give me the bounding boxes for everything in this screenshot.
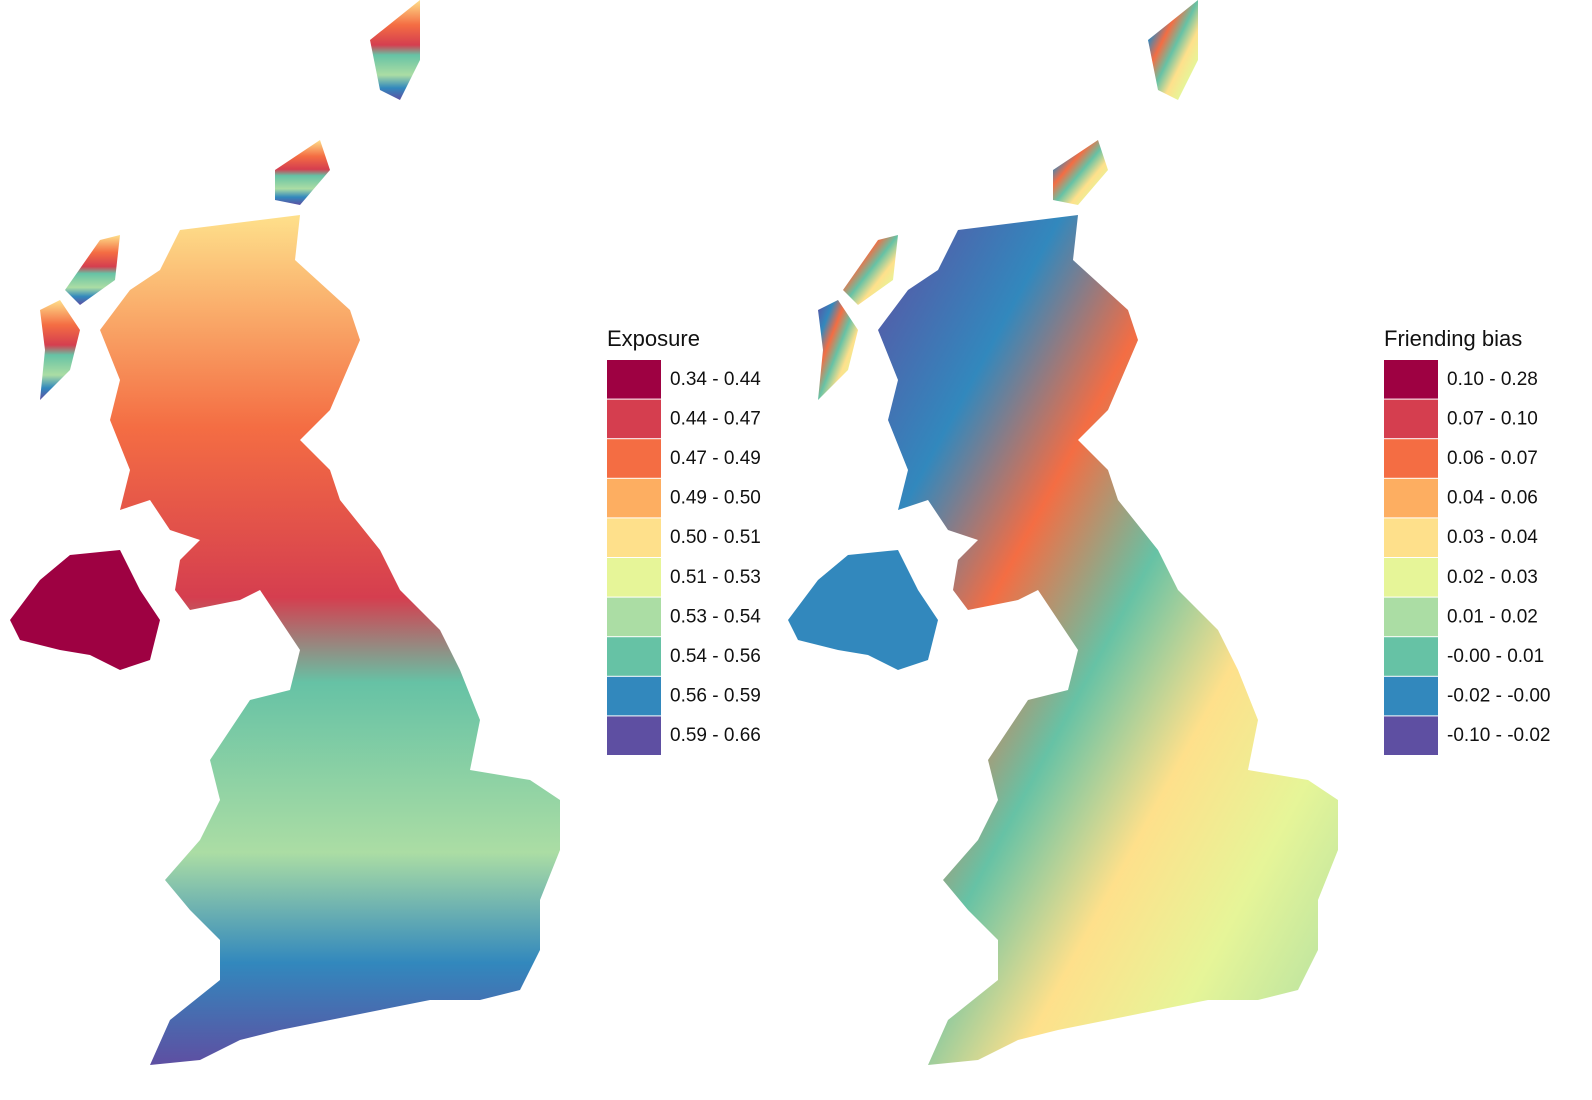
legend-label: 0.10 - 0.28 xyxy=(1447,369,1538,390)
legend-label: 0.50 - 0.51 xyxy=(670,527,761,548)
legend-swatch xyxy=(607,597,661,637)
legend-label: 0.03 - 0.04 xyxy=(1447,527,1538,548)
legend-swatch xyxy=(607,399,661,439)
legend-swatch xyxy=(1384,360,1438,399)
legend-label: -0.10 - -0.02 xyxy=(1447,725,1551,746)
legend-label: 0.56 - 0.59 xyxy=(670,686,761,707)
legend-swatch xyxy=(1384,518,1438,557)
legend-swatch xyxy=(607,637,661,676)
legends: Exposure 0.34 - 0.44 0.44 - 0.47 0.47 - 0.4… xyxy=(607,326,1551,755)
great-britain xyxy=(40,0,560,1065)
legend-label: 0.44 - 0.47 xyxy=(670,408,761,429)
legend-label: -0.00 - 0.01 xyxy=(1447,646,1544,667)
legend-label: 0.01 - 0.02 xyxy=(1447,606,1538,627)
legend-swatch xyxy=(607,558,661,597)
legend-label: 0.47 - 0.49 xyxy=(670,448,761,469)
legend-label: 0.54 - 0.56 xyxy=(670,646,761,667)
legend-label: -0.02 - -0.00 xyxy=(1447,686,1551,707)
legend-swatch xyxy=(607,676,661,716)
legend-swatch xyxy=(1384,478,1438,518)
legend-label: 0.07 - 0.10 xyxy=(1447,408,1538,429)
great-britain xyxy=(818,0,1338,1065)
legend-swatch xyxy=(607,478,661,518)
legend-swatch xyxy=(1384,399,1438,439)
legend-swatch xyxy=(607,439,661,478)
legend-label: 0.02 - 0.03 xyxy=(1447,567,1538,588)
legend-label: 0.51 - 0.53 xyxy=(670,567,761,588)
legend-title: Friending bias xyxy=(1384,326,1522,351)
legend-label: 0.06 - 0.07 xyxy=(1447,448,1538,469)
legend-swatch xyxy=(1384,716,1438,755)
legend-swatch xyxy=(607,518,661,557)
legend-label: 0.04 - 0.06 xyxy=(1447,488,1538,509)
legend-swatch xyxy=(1384,558,1438,597)
legend-swatch xyxy=(1384,676,1438,716)
legend-label: 0.49 - 0.50 xyxy=(670,488,761,509)
legend-swatch xyxy=(607,360,661,399)
northern-ireland xyxy=(10,550,160,670)
legend-swatch xyxy=(1384,597,1438,637)
legend-swatch xyxy=(607,716,661,755)
map-exposure xyxy=(10,0,560,1065)
legend-label: 0.34 - 0.44 xyxy=(670,369,761,390)
northern-ireland xyxy=(788,550,938,670)
legend-swatch xyxy=(1384,637,1438,676)
map-friending-bias xyxy=(788,0,1338,1065)
legend-label: 0.59 - 0.66 xyxy=(670,725,761,746)
legend-label: 0.53 - 0.54 xyxy=(670,606,761,627)
legend-title: Exposure xyxy=(607,326,700,351)
legend-swatch xyxy=(1384,439,1438,478)
